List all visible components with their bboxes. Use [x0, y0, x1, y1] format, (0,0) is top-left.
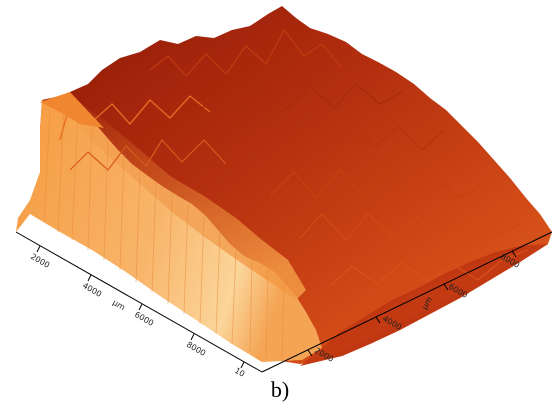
figure-caption: b)	[0, 378, 560, 402]
x-tick-label: 4000	[81, 281, 103, 299]
x-tick-label: 10	[233, 366, 246, 379]
x-tick-label: 8000	[185, 340, 207, 358]
x-axis-label: μm	[111, 298, 127, 312]
x-tick-label: 2000	[29, 252, 51, 270]
3d-surface-plot: 2000 4000 μm 6000 8000 10 2000 4000 μm 6…	[0, 0, 560, 380]
x-tick-label: 6000	[133, 310, 155, 328]
